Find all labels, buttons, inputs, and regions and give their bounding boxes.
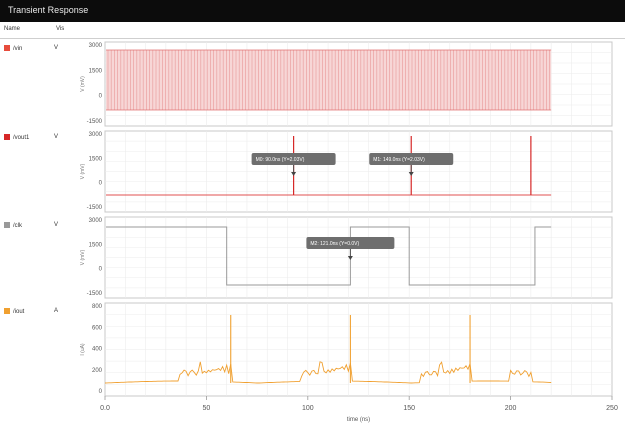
y-tick-label: 0 — [99, 389, 103, 395]
signal-color-icon — [4, 45, 10, 51]
signal-row[interactable]: /vout1 V — [4, 134, 58, 144]
x-tick-label: 0.0 — [100, 405, 110, 412]
x-tick-label: 200 — [505, 405, 517, 412]
y-tick-label: 600 — [92, 325, 103, 331]
marker-label: M2: 121.0ns (Y=0.0V) — [310, 241, 359, 247]
y-tick-label: 1500 — [89, 242, 103, 248]
column-header-vis: Vis — [56, 26, 65, 32]
clk-trace — [106, 226, 552, 286]
x-tick-label: 250 — [606, 405, 618, 412]
iout-trace — [104, 361, 552, 384]
marker-arrow-icon — [347, 256, 353, 260]
marker-box — [369, 153, 454, 165]
marker-box — [306, 237, 395, 249]
signal-color-icon — [4, 222, 10, 228]
column-header-name: Name — [4, 26, 21, 32]
y-tick-label: -1500 — [87, 205, 103, 211]
x-axis-label: time (ns) — [347, 417, 370, 423]
signal-row[interactable]: /vin V — [4, 45, 58, 55]
y-tick-label: 0 — [99, 181, 103, 187]
y-axis-label: I (uA) — [80, 343, 86, 356]
window-title: Transient Response — [8, 5, 89, 15]
signal-name: /vin — [13, 46, 23, 52]
y-tick-label: -1500 — [87, 291, 103, 297]
x-tick-label: 150 — [403, 405, 415, 412]
signal-row[interactable]: /iout A — [4, 308, 58, 318]
y-tick-label: 3000 — [89, 218, 103, 224]
x-tick-label: 50 — [203, 405, 211, 412]
y-axis-label: V (mV) — [80, 76, 86, 92]
y-tick-label: 3000 — [89, 132, 103, 138]
signal-vis: A — [54, 308, 59, 314]
y-tick-label: 800 — [92, 304, 103, 310]
signal-vis: V — [54, 134, 59, 140]
y-tick-label: 0 — [99, 94, 103, 100]
signal-name: /iout — [13, 309, 25, 315]
marker-label: M1: 149.0ns (Y=2.03V) — [373, 157, 425, 163]
marker-arrow-icon — [408, 172, 414, 176]
window-titlebar: Transient Response — [0, 0, 625, 22]
signal-vis: V — [54, 222, 59, 228]
marker-label: M0: 90.0ns (Y=2.03V) — [256, 157, 305, 163]
signal-name: /clk — [13, 223, 22, 229]
y-tick-label: 1500 — [89, 156, 103, 162]
header-divider — [0, 38, 625, 39]
y-tick-label: 0 — [99, 267, 103, 273]
y-tick-label: 3000 — [89, 43, 103, 49]
y-tick-label: -1500 — [87, 119, 103, 125]
signal-color-icon — [4, 308, 10, 314]
marker-arrow-icon — [291, 172, 297, 176]
y-axis-label: V (mV) — [80, 163, 86, 179]
signal-vis: V — [54, 45, 59, 51]
marker-box — [251, 153, 336, 165]
y-tick-label: 200 — [92, 368, 103, 374]
signal-color-icon — [4, 134, 10, 140]
signal-name: /vout1 — [13, 135, 30, 141]
y-axis-label: V (mV) — [80, 249, 86, 265]
signal-row[interactable]: /clk V — [4, 222, 58, 232]
x-tick-label: 100 — [302, 405, 314, 412]
y-tick-label: 400 — [92, 347, 103, 353]
y-tick-label: 1500 — [89, 68, 103, 74]
